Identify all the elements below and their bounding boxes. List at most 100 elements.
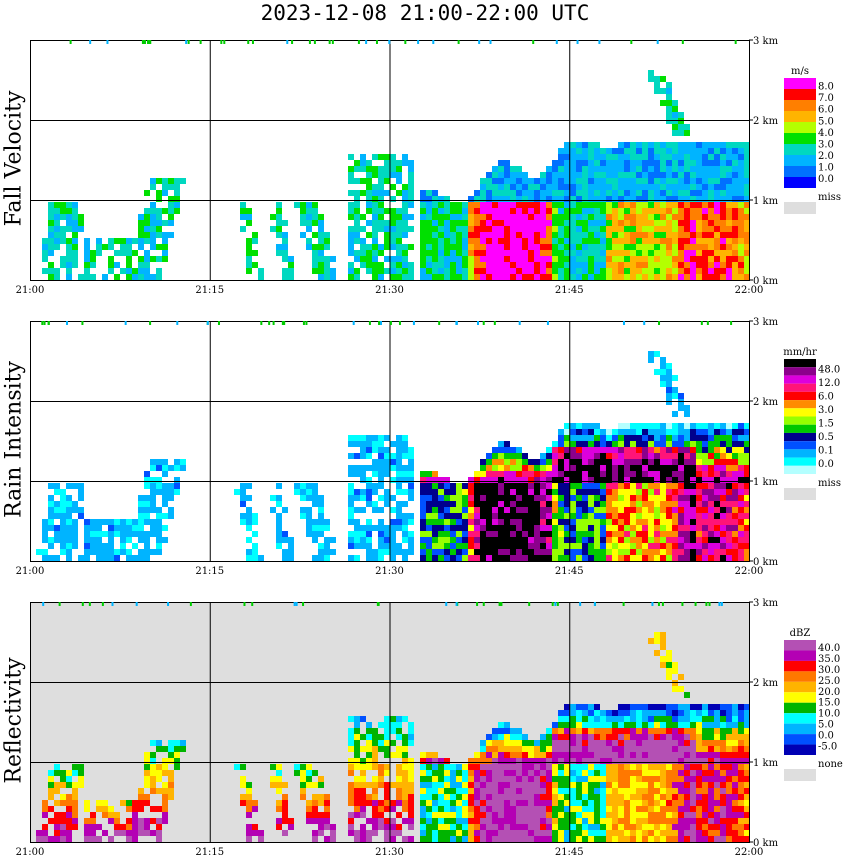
- radar-cell: [516, 800, 522, 806]
- radar-cell: [42, 537, 48, 543]
- radar-cell: [498, 555, 504, 561]
- radar-cell: [540, 537, 546, 543]
- radar-cell: [546, 764, 552, 770]
- radar-cell: [300, 794, 306, 800]
- radar-cell: [552, 202, 558, 208]
- radar-cell: [660, 256, 666, 262]
- colorbar-swatch: [784, 177, 816, 188]
- radar-cell: [624, 465, 630, 471]
- radar-cell: [324, 806, 330, 812]
- radar-cell: [432, 232, 438, 238]
- radar-cell: [120, 519, 126, 525]
- radar-cell: [468, 794, 474, 800]
- radar-cell: [534, 776, 540, 782]
- radar-cell: [366, 501, 372, 507]
- radar-cell: [636, 722, 642, 728]
- radar-cell: [630, 543, 636, 549]
- radar-cell: [498, 256, 504, 262]
- radar-cell: [582, 537, 588, 543]
- radar-cell: [516, 513, 522, 519]
- radar-cell: [672, 788, 678, 794]
- radar-cell: [744, 776, 750, 782]
- radar-cell: [480, 812, 486, 818]
- cloud-top-mark: [651, 602, 654, 606]
- radar-cell: [408, 549, 414, 555]
- radar-cell: [708, 812, 714, 818]
- radar-cell: [726, 746, 732, 752]
- radar-cell: [636, 770, 642, 776]
- radar-cell: [120, 531, 126, 537]
- radar-cell: [390, 160, 396, 166]
- radar-cell: [558, 794, 564, 800]
- radar-cell: [624, 477, 630, 483]
- cloud-top-mark: [302, 321, 305, 325]
- radar-cell: [606, 525, 612, 531]
- radar-cell: [540, 471, 546, 477]
- radar-cell: [570, 160, 576, 166]
- radar-cell: [306, 483, 312, 489]
- radar-cell: [354, 812, 360, 818]
- radar-cell: [666, 435, 672, 441]
- radar-cell: [486, 220, 492, 226]
- radar-cell: [474, 268, 480, 274]
- radar-cell: [150, 752, 156, 758]
- radar-cell: [630, 764, 636, 770]
- radar-cell: [642, 507, 648, 513]
- radar-cell: [552, 537, 558, 543]
- radar-cell: [594, 752, 600, 758]
- radar-cell: [594, 166, 600, 172]
- radar-cell: [708, 196, 714, 202]
- radar-cell: [132, 836, 138, 842]
- radar-cell: [714, 465, 720, 471]
- radar-cell: [306, 214, 312, 220]
- radar-cell: [552, 501, 558, 507]
- radar-cell: [594, 250, 600, 256]
- radar-cell: [420, 471, 426, 477]
- radar-cell: [684, 220, 690, 226]
- radar-cell: [468, 262, 474, 268]
- radar-cell: [492, 489, 498, 495]
- radar-cell: [732, 184, 738, 190]
- radar-cell: [720, 740, 726, 746]
- radar-cell: [462, 483, 468, 489]
- radar-cell: [372, 238, 378, 244]
- radar-cell: [714, 818, 720, 824]
- radar-cell: [606, 507, 612, 513]
- radar-cell: [528, 274, 534, 280]
- radar-cell: [654, 220, 660, 226]
- radar-cell: [282, 268, 288, 274]
- radar-cell: [588, 274, 594, 280]
- radar-cell: [684, 728, 690, 734]
- radar-cell: [240, 208, 246, 214]
- radar-cell: [354, 519, 360, 525]
- radar-cell: [462, 537, 468, 543]
- radar-cell: [174, 489, 180, 495]
- cloud-top-mark: [89, 40, 92, 44]
- radar-cell: [624, 262, 630, 268]
- radar-cell: [456, 483, 462, 489]
- radar-cell: [66, 507, 72, 513]
- radar-cell: [660, 76, 666, 82]
- radar-cell: [348, 782, 354, 788]
- radar-cell: [534, 262, 540, 268]
- radar-cell: [384, 465, 390, 471]
- radar-cell: [480, 531, 486, 537]
- radar-cell: [138, 800, 144, 806]
- radar-cell: [480, 459, 486, 465]
- radar-cell: [324, 555, 330, 561]
- cloud-top-mark: [708, 602, 711, 606]
- radar-cell: [744, 549, 750, 555]
- radar-cell: [378, 740, 384, 746]
- radar-cell: [660, 459, 666, 465]
- radar-cell: [696, 734, 702, 740]
- radar-cell: [720, 202, 726, 208]
- radar-cell: [606, 214, 612, 220]
- radar-cell: [48, 513, 54, 519]
- radar-cell: [402, 746, 408, 752]
- radar-cell: [486, 794, 492, 800]
- radar-cell: [588, 525, 594, 531]
- radar-cell: [576, 184, 582, 190]
- radar-cell: [732, 830, 738, 836]
- radar-cell: [528, 184, 534, 190]
- radar-cell: [510, 549, 516, 555]
